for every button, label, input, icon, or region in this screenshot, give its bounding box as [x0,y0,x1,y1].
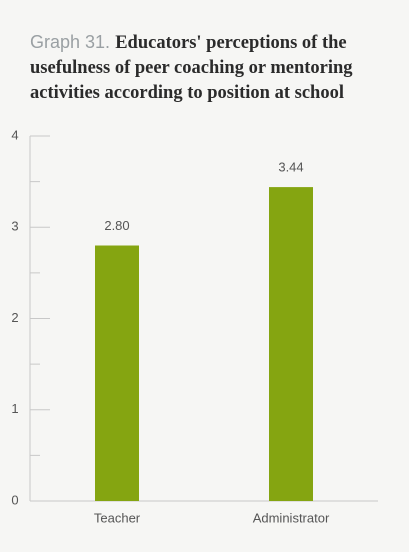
bar [269,187,313,501]
y-tick-label: 1 [11,401,18,416]
title-text: Educators' perceptions of the usefulness… [30,33,353,103]
y-tick-label: 0 [11,492,18,507]
bar [95,245,139,501]
y-tick-label: 4 [11,127,18,142]
value-label: 3.44 [278,160,303,175]
y-tick-label: 2 [11,310,18,325]
x-tick-label: Teacher [94,510,141,525]
chart-title: Graph 31. Educators' perceptions of the … [30,30,390,105]
y-tick-label: 3 [11,219,18,234]
title-prefix: Graph 31. [30,32,111,52]
x-tick-label: Administrator [253,510,330,525]
value-label: 2.80 [104,218,129,233]
